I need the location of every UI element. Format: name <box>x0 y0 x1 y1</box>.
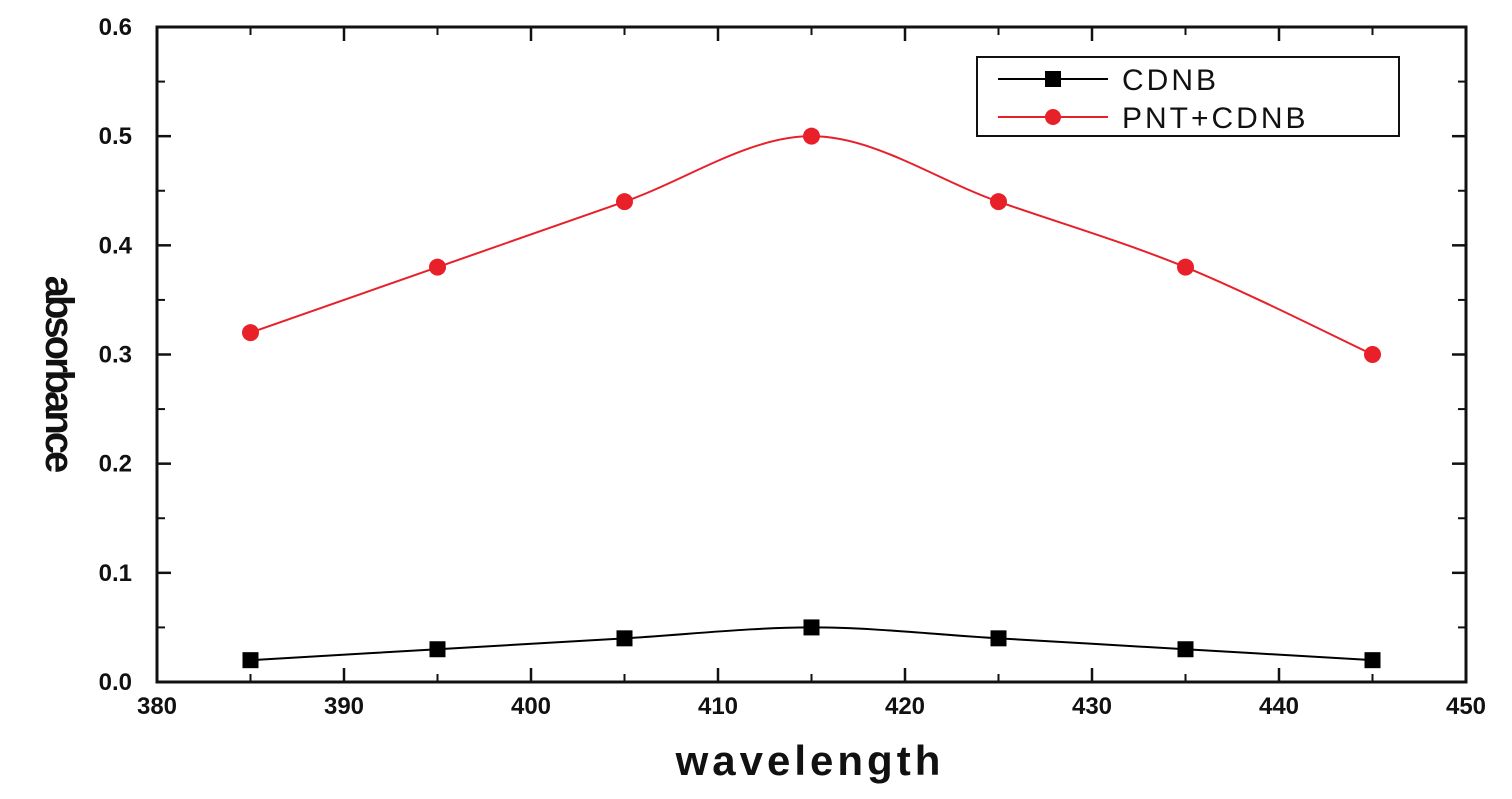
legend-label-pnt-cdnb: PNT+CDNB <box>1122 102 1309 135</box>
y-tick-label: 0.1 <box>99 560 132 587</box>
legend-box <box>976 56 1400 137</box>
legend-marker-pnt-cdnb <box>1045 109 1061 125</box>
data-point-pnt-cdnb <box>429 258 446 276</box>
series-layer <box>242 127 1381 669</box>
data-point-pnt-cdnb <box>990 193 1007 211</box>
x-tick-label: 440 <box>1259 693 1299 720</box>
data-point-cdnb <box>616 630 633 647</box>
data-point-cdnb <box>242 652 259 669</box>
y-tick-label: 0.4 <box>99 232 133 259</box>
data-point-pnt-cdnb <box>803 127 820 145</box>
data-point-pnt-cdnb <box>1177 258 1194 276</box>
x-tick-label: 420 <box>885 693 925 720</box>
y-tick-labels: 0.0 0.1 0.2 0.3 0.4 0.5 0.6 <box>99 14 133 696</box>
x-tick-label: 450 <box>1446 693 1486 720</box>
y-tick-label: 0.2 <box>99 451 132 478</box>
x-tick-label: 380 <box>137 693 177 720</box>
legend-label-cdnb: CDNB <box>1122 64 1219 97</box>
y-tick-label: 0.5 <box>99 123 132 150</box>
legend-item-cdnb: CDNB <box>998 64 1219 97</box>
y-axis-title: absorbance <box>37 276 81 472</box>
y-tick-label: 0.6 <box>99 14 132 41</box>
x-tick-label: 430 <box>1072 693 1112 720</box>
data-point-cdnb <box>803 619 820 636</box>
series-line-pnt-cdnb <box>250 135 1373 356</box>
y-tick-label: 0.0 <box>99 669 132 696</box>
legend: CDNB PNT+CDNB <box>976 56 1400 137</box>
data-point-cdnb <box>990 630 1007 647</box>
legend-marker-cdnb <box>1045 71 1061 87</box>
data-point-pnt-cdnb <box>242 324 259 342</box>
x-axis-title: wavelength <box>675 737 945 784</box>
y-tick-label: 0.3 <box>99 342 132 369</box>
plot-frame <box>155 25 1468 684</box>
legend-item-pnt-cdnb: PNT+CDNB <box>998 102 1309 135</box>
x-tick-label: 400 <box>511 693 551 720</box>
x-tick-labels: 380 390 400 410 420 430 440 450 <box>137 693 1486 720</box>
data-point-pnt-cdnb <box>616 193 633 211</box>
data-point-cdnb <box>429 641 446 658</box>
data-point-cdnb <box>1364 652 1381 669</box>
data-point-cdnb <box>1177 641 1194 658</box>
data-point-pnt-cdnb <box>1364 346 1381 363</box>
x-tick-label: 390 <box>324 693 364 720</box>
x-tick-label: 410 <box>698 693 738 720</box>
